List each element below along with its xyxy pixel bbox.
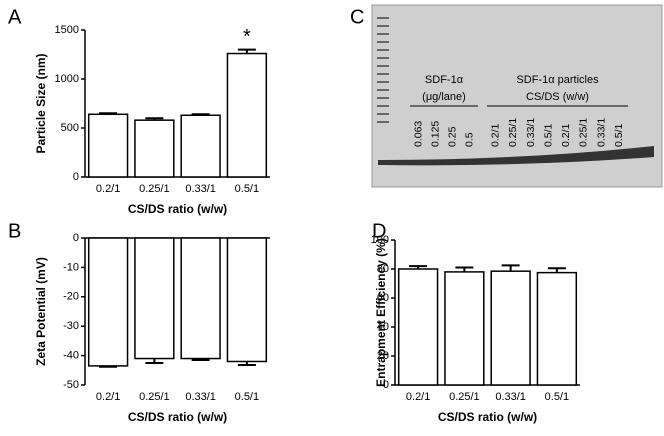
- lane-label: 0.33/1: [595, 118, 607, 147]
- y-axis-label: Zeta Potential (mV): [34, 257, 48, 366]
- error-bar: [409, 265, 428, 269]
- bar: [134, 237, 175, 360]
- x-tick-label: 0.5/1: [545, 391, 569, 403]
- ladder-band: [377, 121, 389, 123]
- lane-label: 0.063: [412, 121, 424, 147]
- ladder-band: [377, 89, 389, 91]
- lane-label: 0.33/1: [525, 118, 537, 147]
- y-tick-label: 100: [371, 234, 389, 246]
- x-tick-label: 0.2/1: [406, 391, 430, 403]
- x-tick-label: 0.25/1: [139, 391, 170, 403]
- ladder-band: [377, 81, 389, 83]
- x-tick-label: 0.5/1: [235, 391, 259, 403]
- panel-letter: A: [8, 6, 22, 28]
- bar: [180, 114, 221, 178]
- y-tick-label: 0: [383, 379, 389, 391]
- lane-label: 0.2/1: [490, 123, 502, 147]
- y-tick-label: -20: [63, 291, 79, 303]
- error-bar: [99, 365, 118, 368]
- y-tick-label: 500: [61, 122, 79, 134]
- bar: [397, 268, 439, 386]
- x-tick-label: 0.25/1: [139, 183, 170, 195]
- panel-letter: D: [372, 220, 386, 242]
- group-label: CS/DS (w/w): [526, 91, 589, 103]
- y-tick-label: -10: [63, 261, 79, 273]
- x-tick-label: 0.2/1: [96, 183, 120, 195]
- y-axis-label: Entrapment Efficiency (%): [374, 238, 388, 387]
- lane-label: 0.25/1: [578, 118, 590, 147]
- y-tick-label: 60: [377, 292, 389, 304]
- ladder-band: [377, 33, 389, 35]
- bar: [134, 119, 175, 178]
- y-tick-label: 1500: [55, 24, 79, 36]
- bar: [490, 270, 531, 386]
- ladder-band: [377, 17, 389, 19]
- lane-label: 0.5/1: [613, 123, 625, 147]
- y-axis-label: Particle Size (nm): [34, 53, 48, 153]
- y-tick-label: -50: [63, 379, 79, 391]
- annotation: *: [243, 26, 251, 48]
- ladder-band: [377, 41, 389, 43]
- bar: [87, 113, 129, 178]
- panel-letter: C: [350, 6, 364, 28]
- ladder-band: [377, 113, 389, 115]
- x-tick-label: 0.2/1: [96, 391, 120, 403]
- lane-label: 0.125: [429, 121, 441, 147]
- ladder-band: [377, 105, 389, 107]
- lane-label: 0.25/1: [507, 118, 519, 147]
- lane-label: 0.2/1: [560, 123, 572, 147]
- group-label: SDF-1α particles: [516, 74, 599, 86]
- bar: [180, 237, 221, 360]
- bar: [536, 271, 578, 386]
- x-axis-label: CS/DS ratio (w/w): [128, 202, 227, 216]
- y-tick-label: 80: [377, 263, 389, 275]
- lane-label: 0.25: [446, 126, 458, 147]
- y-tick-label: 1000: [55, 73, 79, 85]
- bar: [226, 52, 268, 178]
- ladder-band: [377, 57, 389, 59]
- group-label: (μg/lane): [422, 91, 466, 103]
- y-tick-label: 0: [73, 232, 79, 244]
- panel-letter: B: [8, 220, 21, 242]
- ladder-band: [377, 97, 389, 99]
- y-tick-label: 0: [73, 171, 79, 183]
- bar: [87, 237, 129, 367]
- bar: [226, 237, 268, 363]
- error-bar: [191, 358, 210, 362]
- x-axis-label: CS/DS ratio (w/w): [438, 410, 537, 424]
- x-tick-label: 0.33/1: [185, 183, 216, 195]
- lane-label: 0.5/1: [542, 123, 554, 147]
- bar: [444, 271, 485, 386]
- x-tick-label: 0.25/1: [449, 391, 480, 403]
- y-tick-label: 40: [377, 321, 389, 333]
- x-tick-label: 0.33/1: [495, 391, 526, 403]
- x-tick-label: 0.33/1: [185, 391, 216, 403]
- ladder-band: [377, 25, 389, 27]
- x-tick-label: 0.5/1: [235, 183, 259, 195]
- error-bar: [501, 264, 520, 272]
- y-tick-label: 20: [377, 350, 389, 362]
- sample-band: [378, 146, 654, 166]
- error-bar: [547, 267, 566, 273]
- ladder-band: [377, 49, 389, 51]
- ladder-band: [377, 73, 389, 75]
- error-bar: [145, 117, 164, 121]
- y-tick-label: -30: [63, 320, 79, 332]
- group-label: SDF-1α: [425, 74, 464, 86]
- error-bar: [145, 358, 164, 364]
- error-bar: [237, 361, 256, 367]
- error-bar: [191, 113, 210, 116]
- error-bar: [237, 48, 256, 54]
- lane-label: 0.5: [463, 132, 475, 147]
- x-axis-label: CS/DS ratio (w/w): [128, 410, 227, 424]
- ladder-band: [377, 65, 389, 67]
- error-bar: [99, 112, 118, 115]
- error-bar: [455, 266, 474, 272]
- y-tick-label: -40: [63, 350, 79, 362]
